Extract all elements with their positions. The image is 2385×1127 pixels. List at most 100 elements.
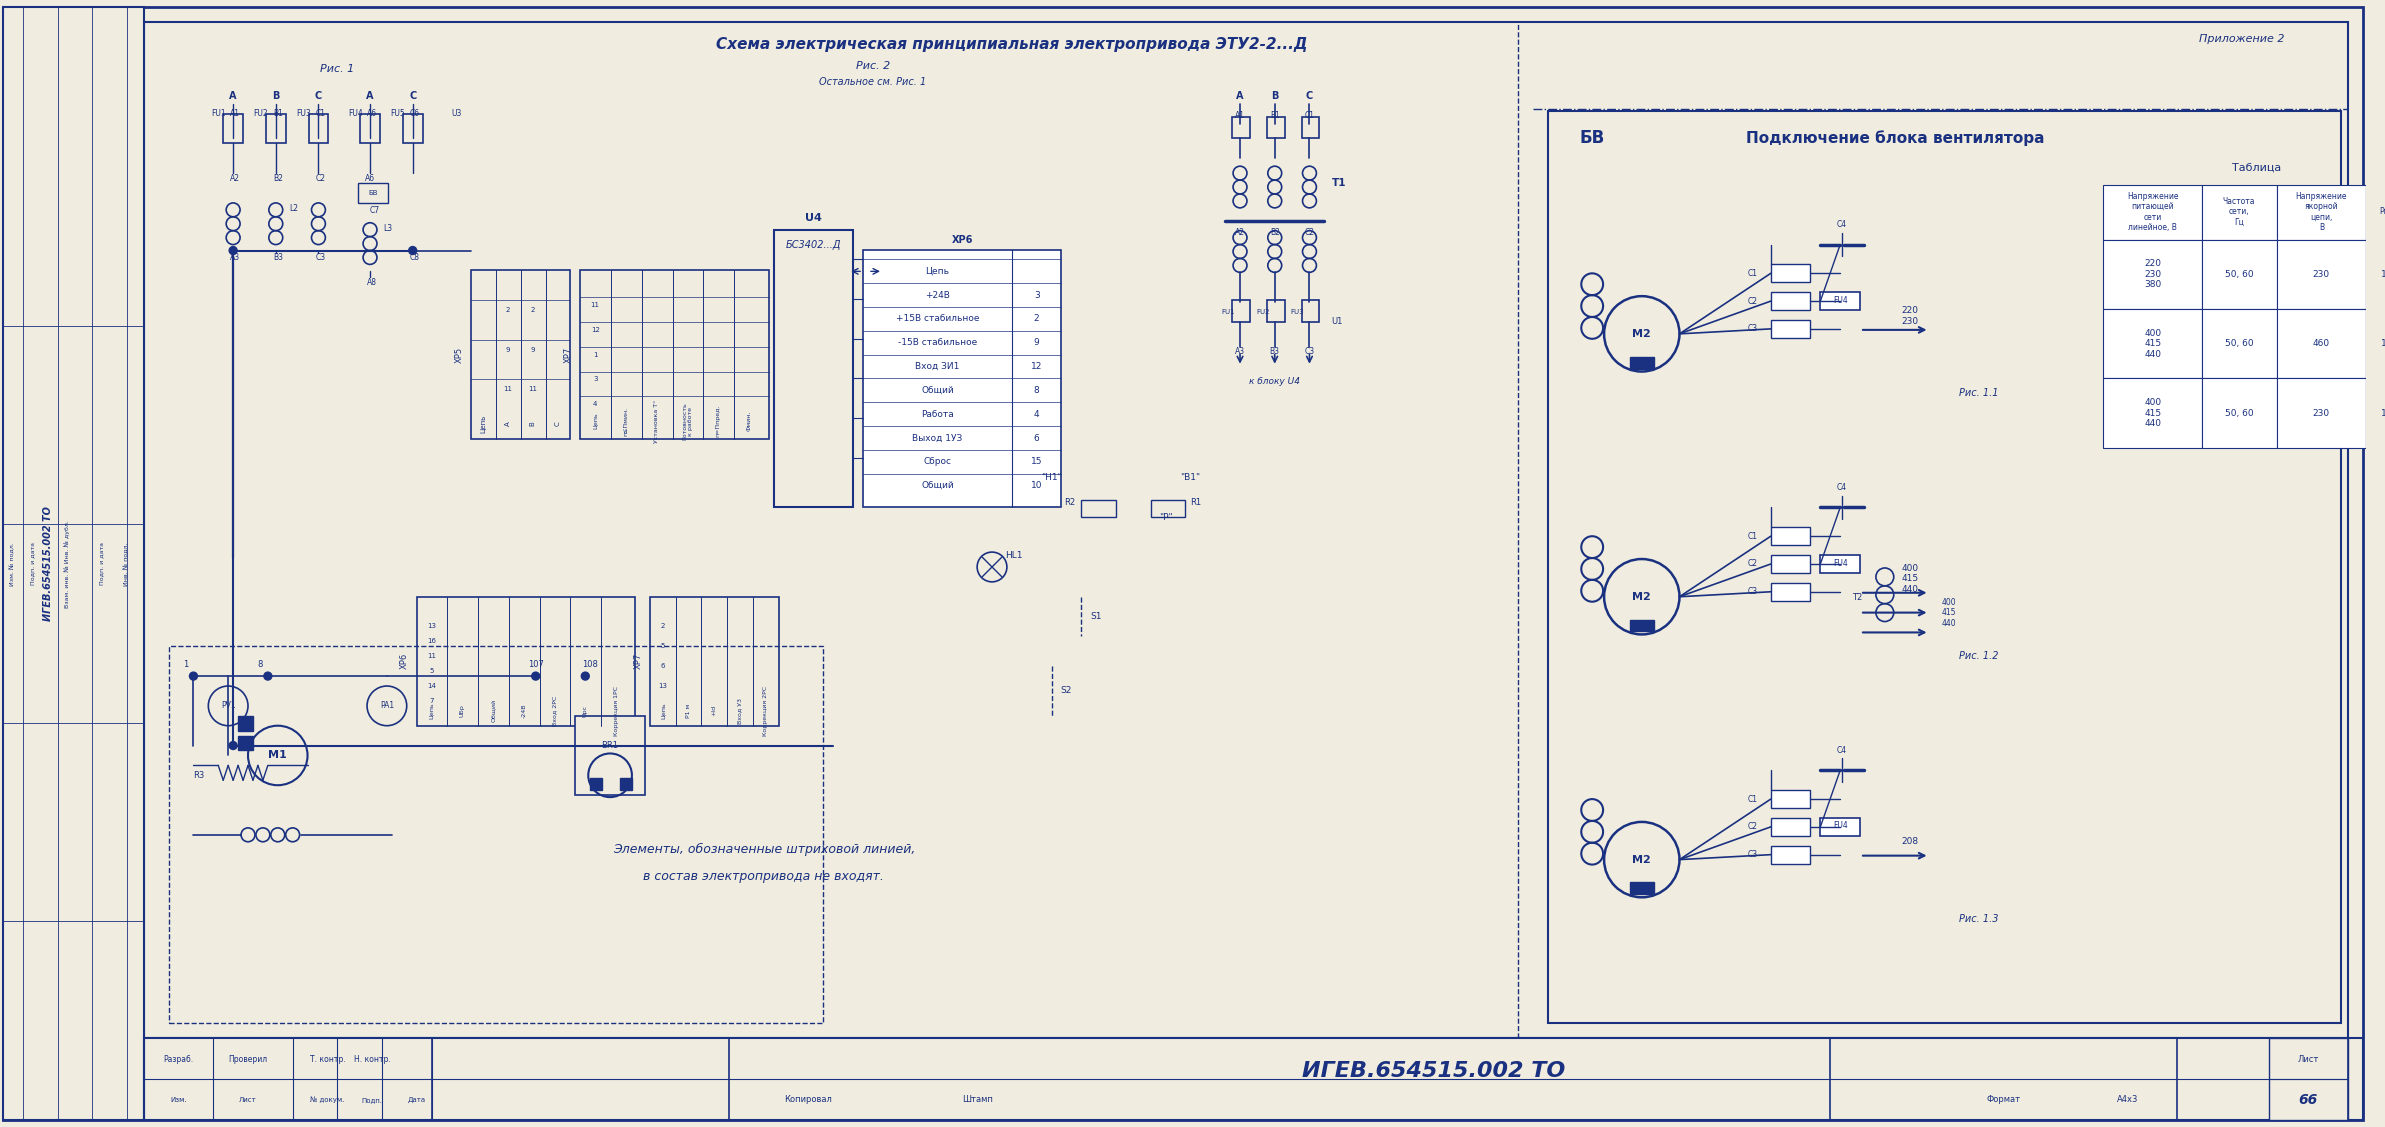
Text: Рис. 1: Рис. 1	[320, 64, 355, 74]
Text: Копировал: Копировал	[785, 1095, 832, 1104]
Text: Н. контр.: Н. контр.	[353, 1055, 391, 1064]
Bar	[1770, 292, 1810, 310]
Text: A6: A6	[367, 109, 377, 118]
Text: R1: R1	[1190, 498, 1202, 507]
Bar	[1770, 818, 1810, 836]
Text: C4: C4	[1836, 746, 1848, 755]
Bar	[169, 646, 823, 1023]
Text: FU1: FU1	[1221, 309, 1235, 316]
Text: U1: U1	[1331, 318, 1343, 327]
Bar	[1820, 292, 1860, 310]
Text: FU3: FU3	[296, 109, 310, 118]
Text: Рис.: Рис.	[2380, 207, 2385, 216]
Bar	[2366, 240, 2385, 309]
Text: C2: C2	[1305, 228, 1314, 237]
Text: ХР7: ХР7	[563, 347, 572, 363]
Bar	[649, 596, 780, 726]
Bar	[2104, 309, 2201, 379]
Text: A: A	[229, 91, 236, 100]
Text: M2: M2	[1631, 329, 1650, 339]
Text: Изм. № подл.: Изм. № подл.	[10, 542, 17, 586]
Text: Цепь: Цепь	[661, 702, 665, 719]
Bar	[1302, 116, 1319, 139]
Text: 400
415
440: 400 415 440	[2144, 398, 2161, 428]
Text: 11: 11	[591, 302, 599, 308]
Text: -15В стабильное: -15В стабильное	[897, 338, 978, 347]
Text: 8: 8	[1033, 385, 1040, 394]
Text: 2: 2	[661, 623, 665, 630]
Bar	[1266, 116, 1286, 139]
Text: 7: 7	[429, 698, 434, 704]
Bar	[2104, 379, 2201, 447]
Text: Формат: Формат	[1987, 1095, 2020, 1104]
Bar	[863, 249, 1061, 507]
Text: Подп.: Подп.	[363, 1097, 382, 1102]
Text: 1: 1	[594, 352, 599, 357]
Text: 220
230
380: 220 230 380	[2144, 259, 2161, 290]
Text: Изм.: Изм.	[169, 1097, 186, 1102]
Text: C2: C2	[1748, 559, 1758, 568]
Text: Лист: Лист	[238, 1097, 258, 1102]
Bar	[2201, 185, 2278, 240]
Text: 11: 11	[427, 654, 436, 659]
Text: A2: A2	[229, 174, 241, 183]
Text: C: C	[1307, 91, 1314, 100]
Bar	[1233, 300, 1250, 322]
Bar	[1770, 583, 1810, 601]
Text: 2: 2	[1033, 314, 1040, 323]
Bar	[1770, 845, 1810, 863]
Text: +Id: +Id	[711, 706, 718, 717]
Text: FU4: FU4	[348, 109, 363, 118]
Text: Uрс: Uрс	[582, 704, 587, 717]
Text: C8: C8	[410, 252, 420, 261]
Text: A1: A1	[229, 109, 241, 118]
Text: БВ: БВ	[367, 190, 377, 196]
Text: 8: 8	[258, 659, 262, 668]
Text: FU4: FU4	[1832, 822, 1848, 831]
Text: ХР5: ХР5	[456, 347, 463, 363]
Text: Коррекция 2РС: Коррекция 2РС	[763, 685, 768, 736]
Bar	[2201, 309, 2278, 379]
Text: 108: 108	[582, 659, 599, 668]
Text: FU5: FU5	[391, 109, 405, 118]
Text: PA1: PA1	[379, 701, 394, 710]
Circle shape	[188, 672, 198, 680]
Text: A: A	[506, 421, 510, 426]
Text: 12: 12	[591, 327, 599, 332]
Text: L3: L3	[384, 224, 394, 233]
Text: 9: 9	[529, 347, 534, 353]
Text: ХР6: ХР6	[401, 653, 410, 669]
Text: 6: 6	[1033, 434, 1040, 443]
Text: № докум.: № докум.	[310, 1097, 343, 1103]
Text: UБр: UБр	[460, 704, 465, 717]
Text: C1: C1	[1305, 112, 1314, 121]
Text: Вход ЗИ1: Вход ЗИ1	[916, 362, 959, 371]
Text: 50, 60: 50, 60	[2225, 409, 2254, 418]
Text: C3: C3	[1305, 347, 1314, 356]
Text: -24В: -24В	[522, 703, 527, 718]
Bar	[2278, 379, 2366, 447]
Text: 460: 460	[2313, 339, 2330, 348]
Text: +24В: +24В	[925, 291, 949, 300]
Text: ХР6: ХР6	[952, 234, 973, 245]
Bar	[1150, 499, 1185, 517]
Text: Рис. 1.1: Рис. 1.1	[1960, 389, 1999, 398]
Text: 12: 12	[1030, 362, 1042, 371]
Bar	[575, 716, 644, 796]
Text: C4: C4	[1836, 483, 1848, 492]
Text: C7: C7	[370, 206, 379, 215]
Text: в состав электропривода не входят.: в состав электропривода не входят.	[644, 870, 885, 882]
Text: C: C	[315, 91, 322, 100]
Text: Рис. 1.3: Рис. 1.3	[1960, 914, 1999, 924]
Circle shape	[229, 742, 236, 749]
Text: A1: A1	[1235, 112, 1245, 121]
Text: Рис. 1.2: Рис. 1.2	[1960, 651, 1999, 662]
Text: A6: A6	[365, 174, 374, 183]
Text: M2: M2	[1631, 592, 1650, 602]
Text: ХР7: ХР7	[634, 653, 642, 669]
Text: S1: S1	[1090, 612, 1102, 621]
Bar	[238, 716, 253, 730]
Bar	[1770, 527, 1810, 545]
Text: C: C	[556, 421, 560, 426]
Text: FU1: FU1	[210, 109, 227, 118]
